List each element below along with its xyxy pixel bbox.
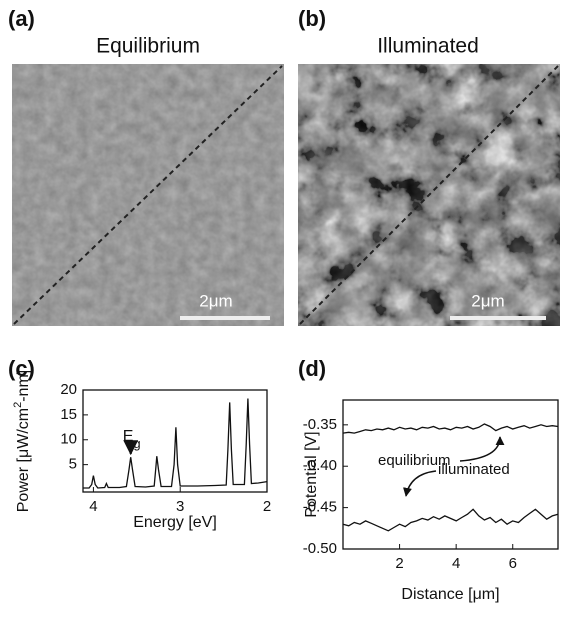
line-profile bbox=[299, 65, 559, 325]
y-tick-label: 20 bbox=[60, 381, 77, 398]
x-tick-label: 2 bbox=[395, 555, 403, 572]
annotation-text: E bbox=[123, 428, 134, 445]
panel-label: (c) bbox=[8, 356, 35, 381]
data-line bbox=[342, 423, 559, 434]
plot-frame bbox=[82, 389, 268, 493]
panel-title: Equilibrium bbox=[96, 35, 200, 58]
spectrum-line bbox=[83, 398, 268, 489]
panel-label: (a) bbox=[8, 6, 35, 31]
scale-bar bbox=[450, 316, 546, 320]
label-arrow bbox=[403, 470, 437, 497]
series-label: equilibrium bbox=[378, 452, 451, 469]
plot-frame bbox=[342, 399, 559, 550]
x-tick-label: 4 bbox=[452, 555, 460, 572]
y-tick-label: 5 bbox=[69, 456, 77, 473]
scale-label: 2μm bbox=[471, 291, 504, 310]
y-axis-label: Potential [V] bbox=[303, 431, 320, 517]
y-axis-label-part: -nm] bbox=[15, 370, 32, 402]
y-axis-label-part: Potential [V] bbox=[303, 431, 320, 517]
data-line bbox=[342, 508, 559, 532]
x-axis-label: Distance [μm] bbox=[401, 586, 499, 603]
panel-label: (b) bbox=[298, 6, 326, 31]
x-tick-label: 2 bbox=[263, 498, 271, 515]
series-label: illuminated bbox=[438, 461, 510, 478]
y-axis-label-part: 2 bbox=[12, 402, 24, 408]
y-tick-label: -0.35 bbox=[303, 416, 337, 433]
y-axis-label: Power [μW/cm2-nm] bbox=[12, 370, 32, 512]
x-tick-label: 3 bbox=[176, 498, 184, 515]
x-axis-label: Energy [eV] bbox=[133, 514, 217, 531]
scale-bar bbox=[180, 316, 270, 320]
y-tick-label: 10 bbox=[60, 431, 77, 448]
y-tick-label: -0.50 bbox=[303, 540, 337, 557]
panel-label: (d) bbox=[298, 356, 326, 381]
y-tick-label: 15 bbox=[60, 406, 77, 423]
kpfm-image bbox=[12, 64, 284, 326]
y-axis-label-part: Power [μW/cm bbox=[15, 408, 32, 512]
y-tick-label: -0.45 bbox=[303, 499, 337, 516]
annotation-subscript: g bbox=[133, 436, 140, 451]
x-tick-label: 6 bbox=[509, 555, 517, 572]
x-tick-label: 4 bbox=[89, 498, 97, 515]
line-profile bbox=[13, 65, 283, 325]
scale-label: 2μm bbox=[199, 291, 232, 310]
y-tick-label: -0.40 bbox=[303, 457, 337, 474]
label-arrow bbox=[459, 436, 505, 462]
panel-title: Illuminated bbox=[377, 35, 479, 58]
